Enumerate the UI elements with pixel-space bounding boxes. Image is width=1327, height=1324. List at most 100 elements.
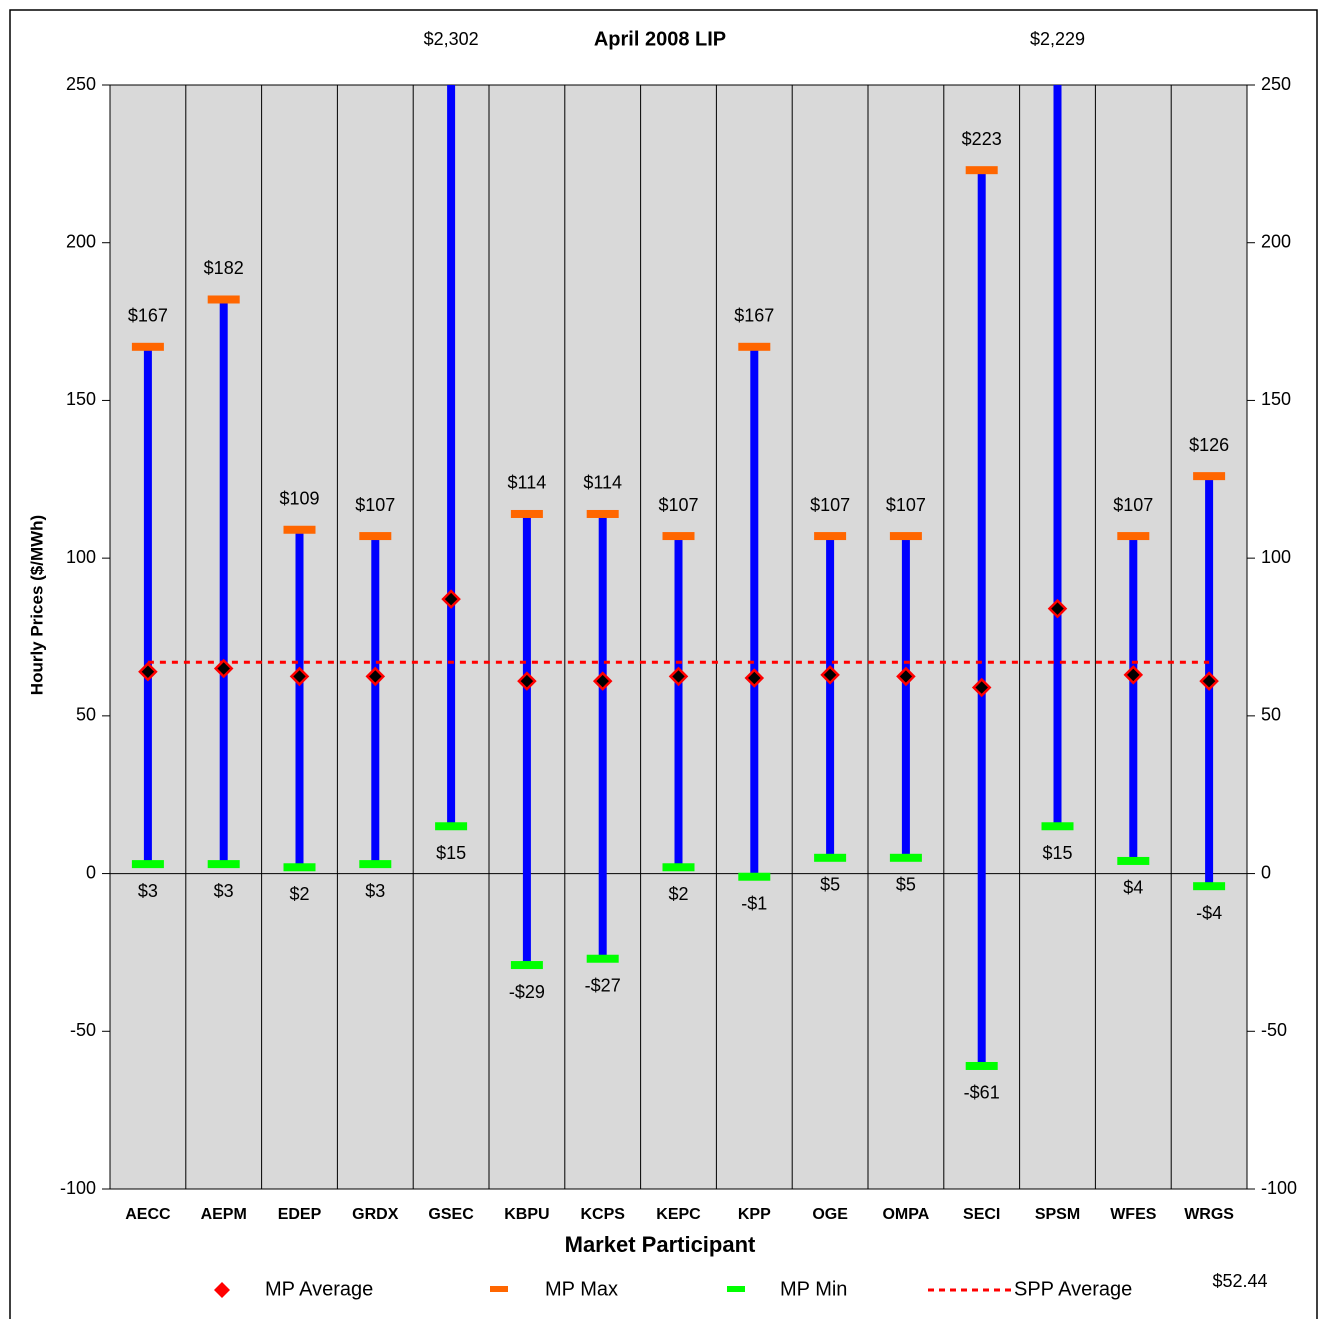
max-marker xyxy=(586,509,619,518)
x-tick-label: OGE xyxy=(812,1206,848,1223)
x-tick-label: KCPS xyxy=(580,1206,625,1223)
average-marker xyxy=(1123,665,1144,685)
y-tick-label: -100 xyxy=(60,1178,96,1198)
max-marker xyxy=(207,295,240,304)
average-marker xyxy=(820,665,840,685)
max-marker xyxy=(738,342,771,351)
max-label: $107 xyxy=(355,495,395,515)
y2-tick-label: 200 xyxy=(1261,231,1291,251)
max-label: $2,229 xyxy=(1030,29,1085,49)
min-marker xyxy=(586,954,619,963)
min-marker xyxy=(435,822,468,831)
min-marker xyxy=(662,863,695,872)
min-label: $3 xyxy=(365,881,385,901)
average-marker xyxy=(441,589,461,609)
legend-label: SPP Average xyxy=(1014,1278,1132,1300)
y-tick-label: 150 xyxy=(66,389,96,409)
y-tick-label: 250 xyxy=(66,74,96,94)
min-marker xyxy=(1041,822,1074,831)
min-marker xyxy=(738,872,771,881)
max-label: $223 xyxy=(962,129,1002,149)
x-tick-label: AEPM xyxy=(201,1206,247,1223)
min-marker xyxy=(1117,856,1150,865)
min-label: $3 xyxy=(138,881,158,901)
average-marker xyxy=(138,661,158,682)
x-tick-label: WFES xyxy=(1110,1206,1157,1223)
max-label: $114 xyxy=(508,473,547,493)
average-marker xyxy=(1199,671,1219,691)
x-tick-label: SPSM xyxy=(1035,1206,1080,1223)
y2-tick-label: 150 xyxy=(1261,389,1291,409)
max-marker xyxy=(510,509,543,518)
min-label: -$27 xyxy=(585,975,621,995)
average-marker xyxy=(289,666,310,687)
min-marker xyxy=(283,863,316,872)
chart-title: April 2008 LIP xyxy=(594,28,726,50)
max-label: $182 xyxy=(204,258,244,278)
y-tick-label: 200 xyxy=(66,231,96,251)
min-marker xyxy=(359,860,392,869)
y2-tick-label: -50 xyxy=(1261,1020,1287,1040)
max-marker xyxy=(131,342,164,351)
x-tick-label: KEPC xyxy=(656,1206,701,1223)
min-marker xyxy=(965,1061,998,1070)
min-marker xyxy=(207,860,240,869)
x-tick-label: KBPU xyxy=(504,1206,549,1223)
y2-tick-label: 250 xyxy=(1261,74,1291,94)
min-marker xyxy=(814,853,847,862)
min-label: $15 xyxy=(436,843,466,863)
y-tick-label: -50 xyxy=(70,1020,96,1040)
y-tick-label: 50 xyxy=(76,705,96,725)
average-marker xyxy=(744,668,765,688)
min-marker xyxy=(1193,882,1226,891)
min-label: -$4 xyxy=(1196,903,1222,923)
min-label: $3 xyxy=(214,881,234,901)
y2-tick-label: -100 xyxy=(1261,1178,1297,1198)
legend-marker xyxy=(214,1282,230,1298)
min-label: -$61 xyxy=(964,1083,1000,1103)
x-tick-label: EDEP xyxy=(278,1206,322,1223)
min-label: -$29 xyxy=(509,982,545,1002)
x-axis-title: Market Participant xyxy=(565,1232,756,1257)
min-label: $2 xyxy=(668,884,688,904)
max-marker xyxy=(1117,532,1150,541)
max-label: $114 xyxy=(583,473,622,493)
max-label: $167 xyxy=(734,306,774,326)
min-label: $2 xyxy=(289,884,309,904)
y2-tick-label: 50 xyxy=(1261,705,1281,725)
min-marker xyxy=(131,860,164,869)
average-marker xyxy=(971,677,992,698)
min-label: $4 xyxy=(1123,878,1143,898)
x-tick-label: SECI xyxy=(963,1206,1000,1223)
max-label: $107 xyxy=(1113,495,1153,515)
x-tick-label: GSEC xyxy=(428,1206,474,1223)
min-marker xyxy=(889,853,922,862)
x-tick-label: KPP xyxy=(738,1206,771,1223)
y-tick-label: 100 xyxy=(66,547,96,567)
legend-marker xyxy=(490,1286,508,1292)
x-tick-label: OMPA xyxy=(882,1206,929,1223)
average-marker xyxy=(896,666,916,687)
average-marker xyxy=(1047,598,1068,619)
max-marker xyxy=(283,525,316,534)
max-marker xyxy=(889,532,922,541)
max-marker xyxy=(662,532,695,541)
max-label: $126 xyxy=(1189,435,1229,455)
min-label: $5 xyxy=(896,875,916,895)
max-label: $2,302 xyxy=(424,29,479,49)
max-label: $107 xyxy=(886,495,926,515)
max-marker xyxy=(965,166,998,175)
y-axis-title: Hourly Prices ($/MWh) xyxy=(27,515,46,695)
average-marker xyxy=(592,671,613,691)
max-label: $109 xyxy=(279,489,319,509)
max-marker xyxy=(1193,472,1226,481)
y2-tick-label: 100 xyxy=(1261,547,1291,567)
y2-tick-label: 0 xyxy=(1261,862,1271,882)
min-label: $5 xyxy=(820,875,840,895)
legend-label: MP Average xyxy=(265,1278,373,1300)
average-marker xyxy=(517,671,537,691)
legend-marker xyxy=(727,1286,745,1292)
min-label: $15 xyxy=(1042,843,1072,863)
min-label: -$1 xyxy=(741,893,767,913)
